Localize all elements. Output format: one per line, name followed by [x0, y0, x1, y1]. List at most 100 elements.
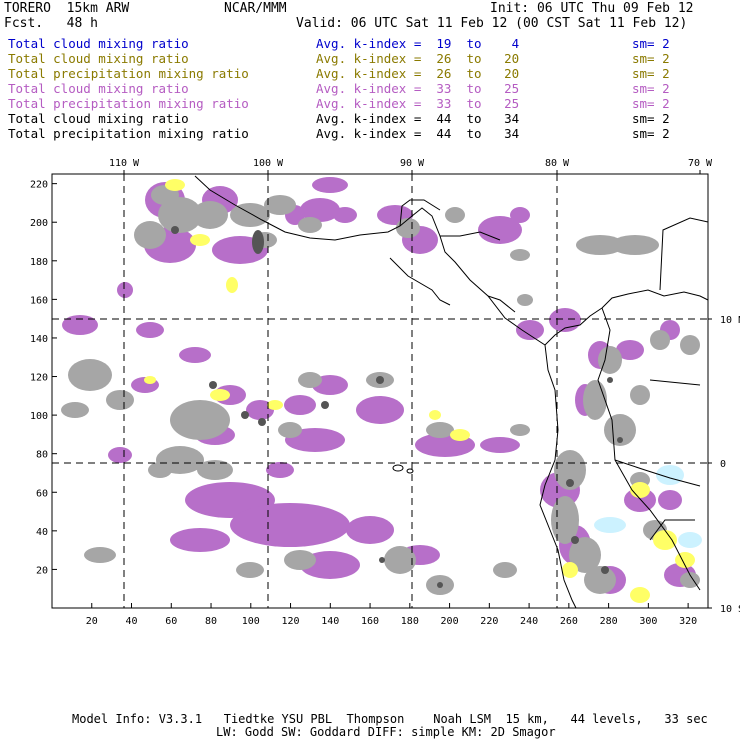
- coastline: [649, 519, 695, 541]
- legend-field: Total precipitation mixing ratio: [8, 96, 249, 111]
- yellow-blob: [630, 587, 650, 603]
- physics-info: LW: Godd SW: Goddard DIFF: simple KM: 2D…: [216, 725, 556, 739]
- gray-blob: [236, 562, 264, 578]
- cyan-blob: [594, 517, 626, 533]
- purple-blob: [266, 462, 294, 478]
- gray-blob: [158, 197, 202, 233]
- purple-blob: [300, 198, 340, 222]
- coastline: [601, 289, 709, 309]
- axis-label: 120: [30, 373, 48, 384]
- dark-blob: [321, 401, 329, 409]
- yellow-blob: [210, 389, 230, 401]
- gray-blob: [230, 203, 270, 227]
- purple-blob: [516, 320, 544, 340]
- axis-label: 40: [36, 527, 48, 538]
- gray-blob: [630, 385, 650, 405]
- axis-label: 80: [36, 450, 48, 461]
- purple-blob: [510, 207, 530, 223]
- axis-label: 70 W: [688, 158, 713, 169]
- gray-blob: [680, 572, 700, 588]
- forecast-hour: Fcst. 48 h: [4, 16, 98, 31]
- axis-label: 80: [205, 616, 217, 627]
- axis-label: 160: [361, 616, 379, 627]
- axes: 20 40 60 80 100 120 140 160 180 200 220 240 260 280 30…: [30, 158, 740, 627]
- gray-blob: [576, 235, 624, 255]
- gray-blob: [298, 217, 322, 233]
- gray-blob: [650, 330, 670, 350]
- purple-blob: [117, 282, 133, 298]
- axis-label: 260: [560, 616, 578, 627]
- coastline: [399, 199, 441, 227]
- gray-blob: [106, 390, 134, 410]
- axis-label: 20: [86, 616, 98, 627]
- gray-blob: [569, 537, 601, 573]
- yellow-blob: [165, 179, 185, 191]
- axis-label: 20: [36, 565, 48, 576]
- axis-label: 220: [30, 180, 48, 191]
- dark-blob: [571, 536, 579, 544]
- gray-blob: [554, 450, 586, 490]
- legend-kindex: Avg. k-index = 33 to 25: [316, 81, 520, 96]
- axis-label: 140: [321, 616, 339, 627]
- init-time: Init: 06 UTC Thu 09 Feb 12: [490, 1, 694, 16]
- legend-field: Total precipitation mixing ratio: [8, 126, 249, 141]
- valid-time: Valid: 06 UTC Sat 11 Feb 12 (00 CST Sat …: [296, 16, 688, 31]
- axis-label: 90 W: [400, 158, 425, 169]
- axis-label: 220: [480, 616, 498, 627]
- yellow-blob: [429, 410, 441, 420]
- yellow-blob: [226, 277, 238, 293]
- dark-blob: [437, 582, 443, 588]
- purple-blob: [230, 503, 350, 547]
- gray-blob: [278, 422, 302, 438]
- gray-blob: [264, 195, 296, 215]
- axis-label: 160: [30, 295, 48, 306]
- axis-label: 110 W: [109, 158, 140, 169]
- legend-sm: sm= 2: [632, 81, 670, 96]
- coastline: [659, 217, 709, 291]
- legend-kindex: Avg. k-index = 26 to 20: [316, 66, 520, 81]
- dark-blob: [601, 566, 609, 574]
- axis-label: 140: [30, 334, 48, 345]
- yellow-blob: [267, 400, 283, 410]
- axis-label: 0: [720, 459, 726, 470]
- purple-blob: [478, 216, 522, 244]
- axis-label: 80 W: [545, 158, 570, 169]
- moisture-fields: [61, 177, 702, 603]
- gray-blob: [445, 207, 465, 223]
- coastline: [440, 231, 501, 241]
- axis-label: 100 W: [253, 158, 284, 169]
- legend-field: Total cloud mixing ratio: [8, 81, 189, 96]
- purple-blob: [312, 177, 348, 193]
- yellow-blob: [562, 562, 578, 578]
- legend-field: Total precipitation mixing ratio: [8, 66, 249, 81]
- legend-sm: sm= 2: [632, 96, 670, 111]
- gray-blob: [134, 221, 166, 249]
- gray-blob: [583, 380, 607, 420]
- yellow-blob: [653, 530, 677, 550]
- gray-blob: [192, 201, 228, 229]
- axis-label: 240: [520, 616, 538, 627]
- gray-blob: [197, 460, 233, 480]
- legend-kindex: Avg. k-index = 19 to 4: [316, 36, 520, 51]
- gray-blob: [584, 566, 616, 594]
- coastline: [614, 459, 701, 487]
- gray-blob: [493, 562, 517, 578]
- cyan-blob: [678, 532, 702, 548]
- dark-blob: [252, 230, 264, 254]
- purple-blob: [179, 347, 211, 363]
- dark-blob: [566, 479, 574, 487]
- dark-blob: [379, 557, 385, 563]
- purple-blob: [616, 340, 644, 360]
- gray-blob: [170, 400, 230, 440]
- model-name: TORERO 15km ARW: [4, 1, 130, 16]
- gray-blob: [510, 424, 530, 436]
- gray-blob: [510, 249, 530, 261]
- axis-label: 280: [600, 616, 618, 627]
- galapagos-islands: [392, 464, 404, 472]
- dark-blob: [209, 381, 217, 389]
- legend-kindex: Avg. k-index = 26 to 20: [316, 51, 520, 66]
- axis-label: 10 N: [720, 315, 740, 326]
- legend-field: Total cloud mixing ratio: [8, 111, 189, 126]
- axis-label: 10 S: [720, 604, 740, 615]
